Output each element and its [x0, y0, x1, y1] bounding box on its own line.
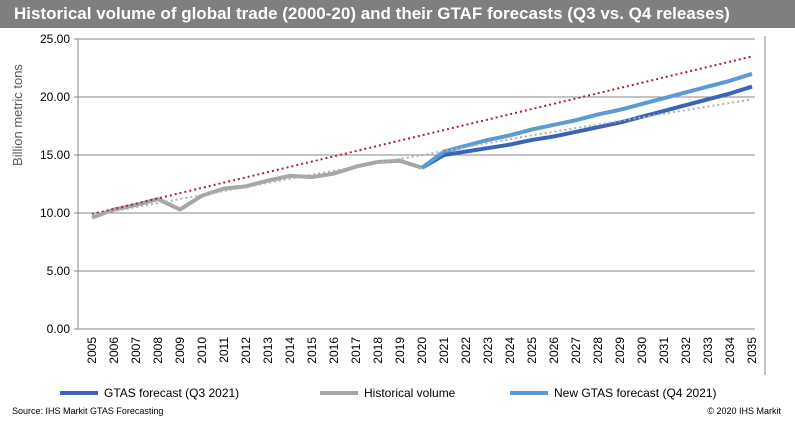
- legend-label: GTAS forecast (Q3 2021): [104, 386, 240, 400]
- x-tick-label: 2020: [415, 337, 429, 364]
- x-tick-label: 2022: [459, 337, 473, 364]
- series-line: [420, 71, 753, 170]
- x-tick-label: 2010: [195, 337, 209, 364]
- x-tick-label: 2006: [107, 337, 121, 364]
- x-tick-label: 2030: [635, 337, 649, 364]
- legend-label: New GTAS forecast (Q4 2021): [554, 386, 717, 400]
- x-tick-label: 2034: [723, 337, 737, 364]
- x-tick-label: 2031: [657, 337, 671, 364]
- legend-swatch: [510, 391, 548, 395]
- series-line: [420, 84, 753, 170]
- trendline: [91, 98, 753, 217]
- x-tick-label: 2027: [569, 337, 583, 364]
- x-tick-label: 2023: [481, 337, 495, 364]
- y-tick-label: 0.00: [47, 322, 71, 336]
- x-tick-label: 2018: [371, 337, 385, 364]
- x-tick-label: 2007: [129, 337, 143, 364]
- legend-swatch: [320, 391, 358, 395]
- y-tick-label: 25.00: [40, 32, 70, 46]
- y-axis-label: Billion metric tons: [10, 64, 25, 166]
- legend-swatch: [60, 391, 98, 395]
- x-tick-label: 2012: [239, 337, 253, 364]
- source-note: Source: IHS Markit GTAS Forecasting: [12, 406, 164, 416]
- trendline: [91, 55, 753, 216]
- series-line: [91, 158, 423, 220]
- x-tick-label: 2011: [217, 337, 231, 363]
- x-tick-label: 2024: [503, 337, 517, 364]
- legend-item-historical: Historical volume: [320, 386, 455, 400]
- chart-title: Historical volume of global trade (2000-…: [0, 0, 795, 28]
- x-tick-label: 2028: [591, 337, 605, 364]
- x-tick-label: 2019: [393, 337, 407, 364]
- x-tick-label: 2017: [349, 337, 363, 364]
- x-tick-label: 2005: [85, 337, 99, 364]
- legend-item-q4: New GTAS forecast (Q4 2021): [510, 386, 717, 400]
- y-tick-label: 15.00: [40, 148, 70, 162]
- legend-label: Historical volume: [364, 386, 456, 400]
- x-tick-label: 2016: [327, 337, 341, 364]
- x-tick-label: 2035: [745, 337, 759, 364]
- x-tick-label: 2032: [679, 337, 693, 364]
- x-tick-label: 2015: [305, 337, 319, 364]
- y-tick-label: 20.00: [40, 90, 70, 104]
- copyright-note: © 2020 IHS Markit: [707, 406, 781, 416]
- y-tick-label: 10.00: [40, 206, 70, 220]
- x-tick-label: 2013: [261, 337, 275, 364]
- legend-item-q3: GTAS forecast (Q3 2021): [60, 386, 239, 400]
- x-tick-label: 2014: [283, 337, 297, 364]
- x-tick-label: 2009: [173, 337, 187, 364]
- y-tick-label: 5.00: [47, 264, 71, 278]
- x-tick-label: 2025: [525, 337, 539, 364]
- x-tick-label: 2033: [701, 337, 715, 364]
- x-tick-label: 2008: [151, 337, 165, 364]
- x-tick-label: 2026: [547, 337, 561, 364]
- x-tick-label: 2029: [613, 337, 627, 364]
- x-tick-label: 2021: [437, 337, 451, 364]
